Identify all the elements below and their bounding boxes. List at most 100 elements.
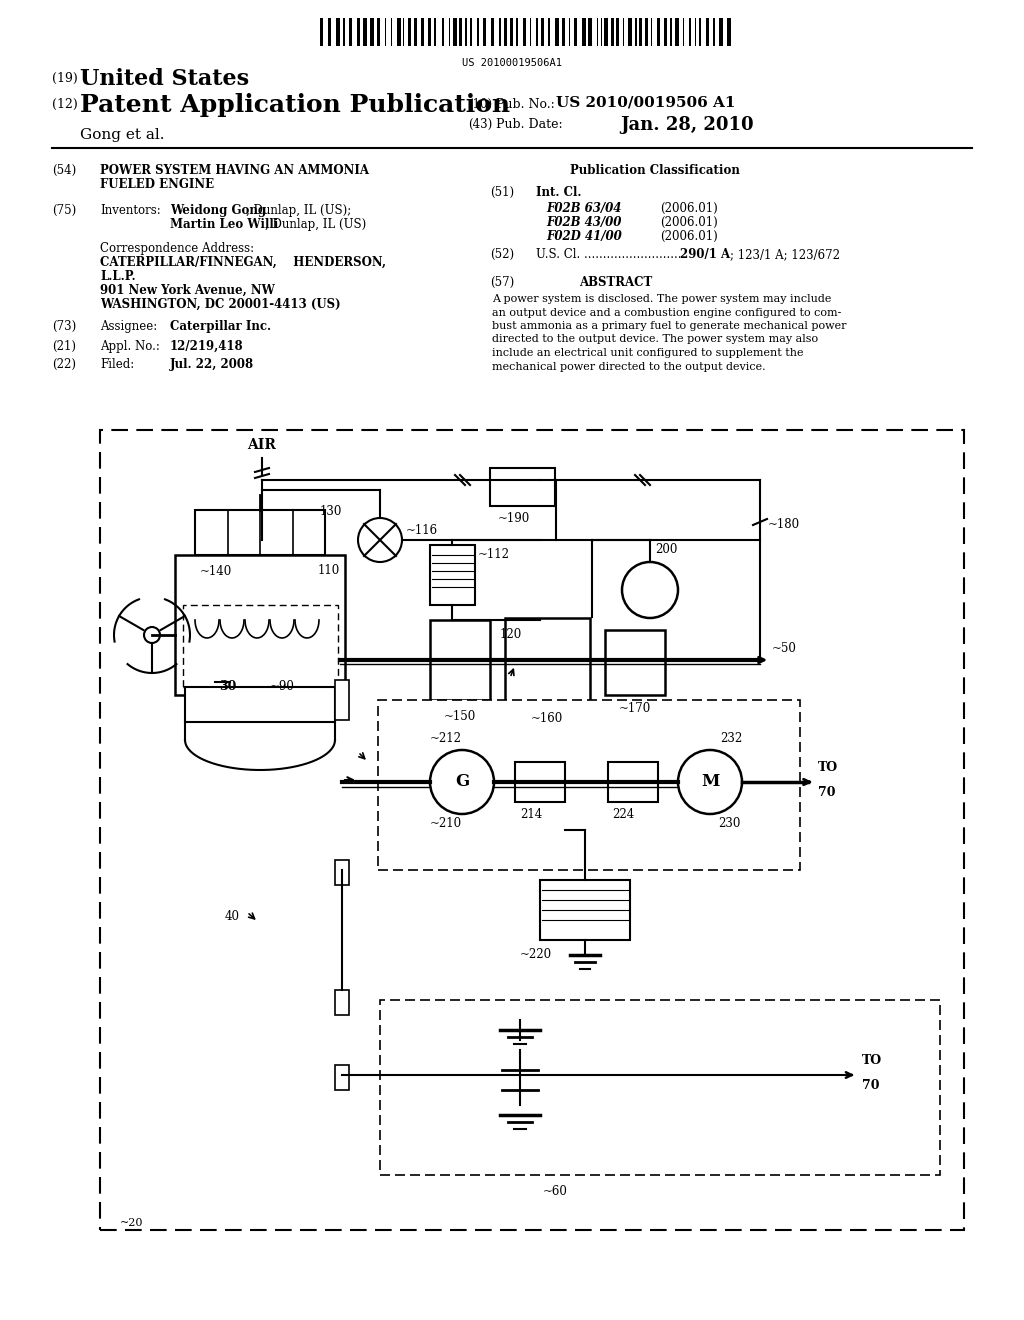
Text: , Dunlap, IL (US);: , Dunlap, IL (US); bbox=[246, 205, 351, 216]
Text: G: G bbox=[455, 774, 469, 791]
Text: bust ammonia as a primary fuel to generate mechanical power: bust ammonia as a primary fuel to genera… bbox=[492, 321, 847, 331]
Bar bbox=[470, 18, 472, 46]
Bar bbox=[516, 18, 518, 46]
Text: ; 123/1 A; 123/672: ; 123/1 A; 123/672 bbox=[730, 248, 840, 261]
Bar bbox=[635, 18, 637, 46]
Text: 12/219,418: 12/219,418 bbox=[170, 341, 244, 352]
Bar bbox=[505, 618, 590, 704]
Bar bbox=[623, 18, 624, 46]
Text: ~210: ~210 bbox=[430, 817, 462, 830]
Circle shape bbox=[678, 750, 742, 814]
Bar bbox=[428, 18, 431, 46]
Text: U.S. Cl. ..........................: U.S. Cl. .......................... bbox=[536, 248, 682, 261]
Text: (21): (21) bbox=[52, 341, 76, 352]
Bar bbox=[568, 18, 570, 46]
Text: 110: 110 bbox=[317, 564, 340, 577]
Text: Weidong Gong: Weidong Gong bbox=[170, 205, 266, 216]
Text: (12): (12) bbox=[52, 98, 78, 111]
Text: (19): (19) bbox=[52, 73, 78, 84]
Text: Assignee:: Assignee: bbox=[100, 319, 158, 333]
Text: United States: United States bbox=[80, 69, 249, 90]
Text: 30: 30 bbox=[219, 680, 237, 693]
Bar bbox=[541, 18, 544, 46]
Bar bbox=[397, 18, 400, 46]
Text: ~60: ~60 bbox=[543, 1185, 567, 1199]
Bar bbox=[490, 469, 555, 506]
Text: ~116: ~116 bbox=[406, 524, 438, 537]
Bar bbox=[665, 18, 667, 46]
Text: (10): (10) bbox=[468, 98, 493, 111]
Bar bbox=[459, 18, 462, 46]
Bar bbox=[522, 18, 526, 46]
Text: TO: TO bbox=[862, 1053, 882, 1067]
Bar bbox=[319, 18, 324, 46]
Circle shape bbox=[144, 627, 160, 643]
Bar bbox=[611, 18, 614, 46]
Bar bbox=[510, 18, 513, 46]
Text: (73): (73) bbox=[52, 319, 76, 333]
Text: Publication Classification: Publication Classification bbox=[570, 164, 740, 177]
Bar bbox=[689, 18, 691, 46]
Text: POWER SYSTEM HAVING AN AMMONIA: POWER SYSTEM HAVING AN AMMONIA bbox=[100, 164, 369, 177]
Text: ~180: ~180 bbox=[768, 519, 800, 532]
Text: (2006.01): (2006.01) bbox=[660, 202, 718, 215]
Bar bbox=[616, 18, 618, 46]
Bar bbox=[378, 700, 800, 870]
Bar bbox=[183, 605, 338, 686]
Text: ~150: ~150 bbox=[443, 710, 476, 723]
Bar bbox=[421, 18, 424, 46]
Text: (2006.01): (2006.01) bbox=[660, 230, 718, 243]
Text: (75): (75) bbox=[52, 205, 76, 216]
Circle shape bbox=[358, 517, 402, 562]
Text: 214: 214 bbox=[520, 808, 543, 821]
Bar bbox=[588, 18, 592, 46]
Text: TO: TO bbox=[818, 762, 838, 774]
Bar bbox=[499, 18, 502, 46]
Text: F02B 63/04: F02B 63/04 bbox=[546, 202, 622, 215]
Text: (54): (54) bbox=[52, 164, 76, 177]
Text: (52): (52) bbox=[490, 248, 514, 261]
Text: Appl. No.:: Appl. No.: bbox=[100, 341, 160, 352]
Bar bbox=[465, 18, 467, 46]
Bar bbox=[390, 18, 392, 46]
Text: AIR: AIR bbox=[248, 438, 276, 451]
Text: 40: 40 bbox=[225, 909, 240, 923]
Text: 70: 70 bbox=[862, 1078, 880, 1092]
Bar bbox=[671, 18, 672, 46]
Text: Martin Leo Willi: Martin Leo Willi bbox=[170, 218, 279, 231]
Bar bbox=[504, 18, 507, 46]
Bar bbox=[403, 18, 404, 46]
Text: (22): (22) bbox=[52, 358, 76, 371]
Bar bbox=[175, 554, 345, 696]
Text: A power system is disclosed. The power system may include: A power system is disclosed. The power s… bbox=[492, 294, 831, 304]
Bar bbox=[604, 18, 607, 46]
Text: Gong et al.: Gong et al. bbox=[80, 128, 165, 143]
Bar bbox=[349, 18, 351, 46]
Bar bbox=[409, 18, 411, 46]
Bar bbox=[385, 18, 386, 46]
Bar bbox=[377, 18, 380, 46]
Bar bbox=[608, 762, 658, 803]
Text: ABSTRACT: ABSTRACT bbox=[580, 276, 652, 289]
Text: ~220: ~220 bbox=[520, 948, 552, 961]
Bar bbox=[441, 18, 444, 46]
Text: ~170: ~170 bbox=[618, 702, 651, 715]
Bar bbox=[434, 18, 436, 46]
Text: ~50: ~50 bbox=[772, 642, 797, 655]
Text: directed to the output device. The power system may also: directed to the output device. The power… bbox=[492, 334, 818, 345]
Bar bbox=[683, 18, 684, 46]
Text: WASHINGTON, DC 20001-4413 (US): WASHINGTON, DC 20001-4413 (US) bbox=[100, 298, 341, 312]
Bar bbox=[699, 18, 701, 46]
Text: ~112: ~112 bbox=[478, 549, 510, 561]
Bar bbox=[329, 18, 331, 46]
Text: Correspondence Address:: Correspondence Address: bbox=[100, 242, 254, 255]
Text: (51): (51) bbox=[490, 186, 514, 199]
Text: (43): (43) bbox=[468, 117, 493, 131]
Bar bbox=[356, 18, 359, 46]
Bar bbox=[490, 18, 494, 46]
Text: ~20: ~20 bbox=[120, 1218, 143, 1228]
Text: F02B 43/00: F02B 43/00 bbox=[546, 216, 622, 228]
Bar bbox=[430, 545, 475, 605]
Text: 230: 230 bbox=[718, 817, 740, 830]
Text: Int. Cl.: Int. Cl. bbox=[536, 186, 582, 199]
